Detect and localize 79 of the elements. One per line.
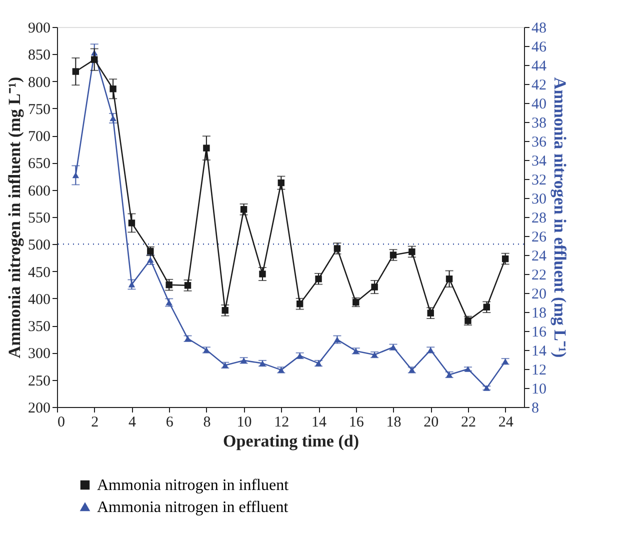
legend-label: Ammonia nitrogen in effluent <box>97 499 289 516</box>
point <box>390 252 397 258</box>
x-tick-label: 18 <box>386 414 402 430</box>
point <box>91 56 98 63</box>
y2-tick-label: 48 <box>532 20 546 36</box>
y2-tick-label: 16 <box>532 324 547 340</box>
point <box>334 245 341 252</box>
point <box>296 300 304 308</box>
point <box>259 270 266 278</box>
y-tick-label: 750 <box>28 102 50 118</box>
y-tick-label: 700 <box>28 129 50 146</box>
point <box>72 68 80 75</box>
y2-tick-label: 20 <box>532 286 546 302</box>
point <box>128 220 136 226</box>
y2-tick-label: 38 <box>532 116 546 132</box>
point <box>72 172 80 178</box>
y-tick-label: 300 <box>28 346 50 362</box>
y2-tick-label: 28 <box>532 210 546 226</box>
x-tick-label: 20 <box>424 414 439 430</box>
x-tick-label: 6 <box>166 414 174 430</box>
x-tick-label: 0 <box>58 414 65 430</box>
point <box>278 179 285 186</box>
y-tick-label: 200 <box>28 400 50 416</box>
y2-tick-label: 24 <box>532 248 547 264</box>
legend-label: Ammonia nitrogen in influent <box>97 477 290 494</box>
point <box>203 144 210 152</box>
point <box>408 248 416 256</box>
y2-axis-title: Ammonia nitrogen in effluent (mg L⁻¹) <box>550 77 570 358</box>
point <box>427 310 434 316</box>
y-tick-label: 550 <box>28 210 50 226</box>
y2-tick-label: 34 <box>532 154 547 170</box>
y-axis-title: Ammonia nitrogen in influent (mg L⁻¹) <box>5 76 24 358</box>
y2-tick-label: 10 <box>532 382 546 398</box>
y2-tick-label: 44 <box>532 58 547 74</box>
x-tick-label: 2 <box>91 414 99 430</box>
y2-tick-label: 8 <box>532 400 539 416</box>
y-tick-label: 650 <box>28 156 50 172</box>
y2-tick-label: 32 <box>532 172 546 188</box>
point <box>222 307 228 314</box>
y2-tick-label: 40 <box>532 96 546 112</box>
x-tick-label: 8 <box>203 414 211 430</box>
x-tick-label: 14 <box>312 414 328 430</box>
y2-tick-label: 42 <box>532 78 546 94</box>
point <box>483 304 490 310</box>
y2-tick-label: 12 <box>532 362 546 378</box>
x-tick-label: 10 <box>236 414 252 430</box>
y-tick-label: 250 <box>28 373 50 390</box>
x-axis-title: Operating time (d) <box>223 432 359 450</box>
y-tick-label: 900 <box>28 20 50 36</box>
y-tick-label: 400 <box>28 292 50 308</box>
x-tick-label: 4 <box>128 414 136 430</box>
point <box>128 282 136 288</box>
point <box>110 115 116 122</box>
point <box>315 276 322 282</box>
point <box>502 255 509 262</box>
y-tick-label: 800 <box>28 74 50 91</box>
y2-tick-label: 30 <box>532 192 546 208</box>
y-tick-label: 450 <box>28 264 50 281</box>
x-tick-label: 22 <box>460 414 476 430</box>
point <box>184 282 192 289</box>
point <box>371 284 378 290</box>
y2-tick-label: 14 <box>532 344 547 360</box>
y2-tick-label: 22 <box>532 268 546 284</box>
point <box>446 276 453 282</box>
x-tick-label: 24 <box>498 414 514 430</box>
point <box>147 256 154 263</box>
y2-tick-label: 46 <box>532 40 547 56</box>
point <box>166 282 172 288</box>
y-tick-label: 500 <box>28 238 50 254</box>
y-tick-label: 350 <box>28 319 50 336</box>
x-tick-label: 16 <box>348 414 364 430</box>
y2-tick-label: 26 <box>532 230 547 246</box>
y2-tick-label: 18 <box>532 306 546 322</box>
point <box>240 206 248 213</box>
y-tick-label: 850 <box>28 48 50 64</box>
x-tick-label: 12 <box>274 414 290 430</box>
y2-tick-label: 36 <box>532 134 547 150</box>
point <box>110 86 116 92</box>
y-tick-label: 600 <box>28 183 50 200</box>
